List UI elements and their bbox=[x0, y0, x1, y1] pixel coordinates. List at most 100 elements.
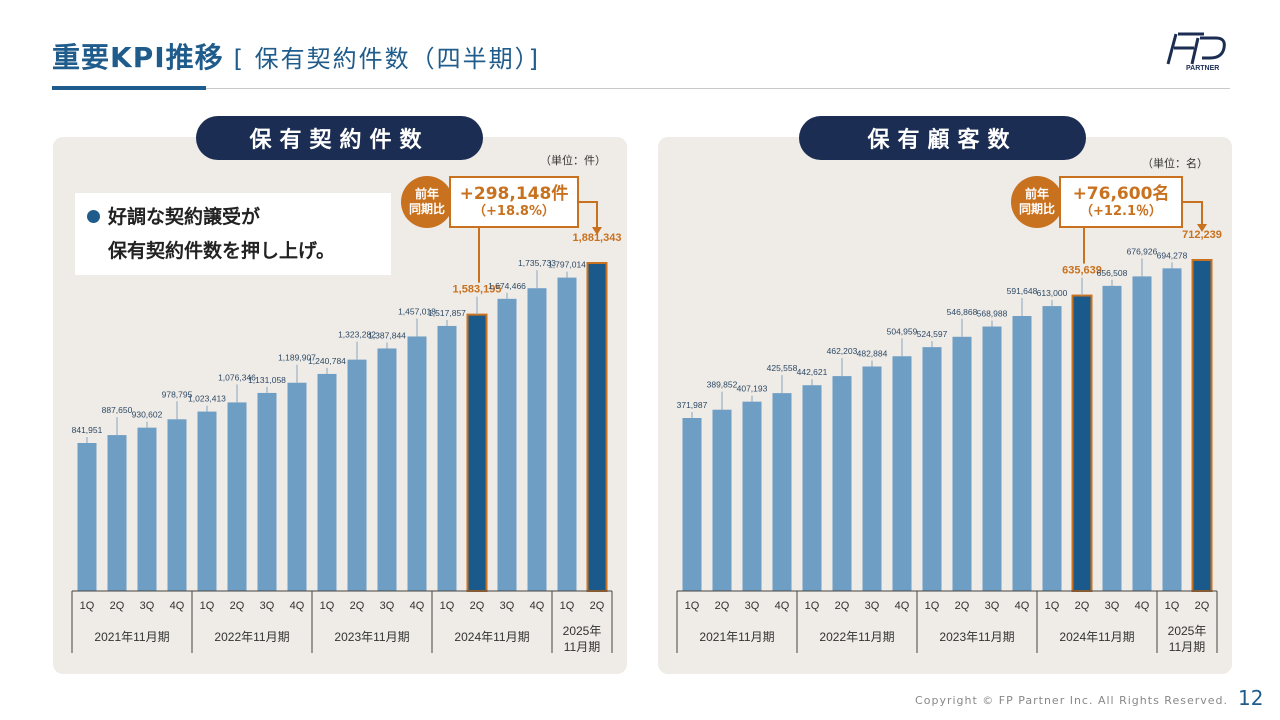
customers-panel-title: 保有顧客数 bbox=[799, 116, 1086, 160]
data-label: 1,517,857 bbox=[428, 308, 466, 318]
data-label: 694,278 bbox=[1157, 250, 1188, 260]
bar-3q-10 bbox=[982, 326, 1002, 591]
company-logo: PARTNER bbox=[1166, 32, 1226, 72]
bar-4q-15 bbox=[1132, 276, 1152, 591]
contracts-yoy-pct: （+18.8%） bbox=[473, 204, 555, 219]
category-label: 4Q bbox=[290, 600, 305, 612]
data-label: 1,735,733 bbox=[518, 258, 556, 268]
category-label: 3Q bbox=[985, 600, 1000, 612]
data-label: 1,583,195 bbox=[453, 284, 502, 296]
bar-1q-0 bbox=[682, 418, 702, 591]
bar-1q-4 bbox=[197, 411, 217, 591]
badge-label-2: 同期比 bbox=[408, 202, 445, 216]
category-label: 3Q bbox=[260, 600, 275, 612]
group-label: 11月期 bbox=[1169, 640, 1205, 654]
note-line-1: 好調な契約譲受が bbox=[108, 206, 261, 228]
category-label: 3Q bbox=[1105, 600, 1120, 612]
category-label: 1Q bbox=[805, 600, 820, 612]
group-label: 2025年 bbox=[563, 624, 602, 638]
category-label: 2Q bbox=[715, 600, 730, 612]
bar-3q-2 bbox=[742, 401, 762, 591]
bar-1q-8 bbox=[922, 347, 942, 591]
bar-2q-13 bbox=[1071, 294, 1093, 592]
data-label: 676,926 bbox=[1127, 246, 1158, 256]
customers-yoy-value: +76,600名 bbox=[1072, 184, 1170, 204]
category-label: 1Q bbox=[200, 600, 215, 612]
category-label: 2Q bbox=[590, 600, 605, 612]
category-label: 2Q bbox=[470, 600, 485, 612]
bar-2q-9 bbox=[952, 336, 972, 591]
bar-1q-12 bbox=[1042, 306, 1062, 591]
category-label: 2Q bbox=[835, 600, 850, 612]
data-label: 1,881,343 bbox=[573, 232, 622, 244]
category-label: 1Q bbox=[925, 600, 940, 612]
group-label: 11月期 bbox=[564, 640, 600, 654]
bar-2q-5 bbox=[227, 402, 247, 591]
contracts-yoy-value: +298,148件 bbox=[459, 184, 569, 204]
data-label: 568,988 bbox=[977, 309, 1008, 319]
group-label: 2025年 bbox=[1168, 624, 1207, 638]
data-label: 442,621 bbox=[797, 367, 828, 377]
category-label: 1Q bbox=[1165, 600, 1180, 612]
group-label: 2023年11月期 bbox=[334, 630, 409, 644]
category-label: 2Q bbox=[230, 600, 245, 612]
yoy-arrow-icon bbox=[1197, 224, 1207, 232]
copyright: Copyright © FP Partner Inc. All Rights R… bbox=[915, 694, 1228, 707]
category-label: 2Q bbox=[1075, 600, 1090, 612]
page-number: 12 bbox=[1238, 686, 1264, 710]
bar-2q-13 bbox=[466, 313, 488, 592]
bar-2q-17 bbox=[1191, 259, 1213, 592]
category-label: 1Q bbox=[685, 600, 700, 612]
data-label: 1,387,844 bbox=[368, 330, 406, 340]
bullet-dot-icon bbox=[87, 210, 100, 223]
group-label: 2021年11月期 bbox=[94, 630, 169, 644]
data-label: 1,457,018 bbox=[398, 306, 436, 316]
category-label: 1Q bbox=[1045, 600, 1060, 612]
group-label: 2024年11月期 bbox=[454, 630, 529, 644]
data-label: 1,023,413 bbox=[188, 394, 226, 404]
category-label: 4Q bbox=[1135, 600, 1150, 612]
customers-unit: （単位：名） bbox=[1142, 157, 1208, 170]
bar-3q-2 bbox=[137, 427, 157, 591]
contracts-yoy-badge: 前年 同期比 bbox=[401, 176, 453, 228]
data-label: 482,884 bbox=[857, 349, 888, 359]
category-label: 4Q bbox=[410, 600, 425, 612]
data-label: 504,959 bbox=[887, 326, 918, 336]
group-label: 2023年11月期 bbox=[939, 630, 1014, 644]
category-label: 4Q bbox=[530, 600, 545, 612]
category-label: 1Q bbox=[440, 600, 455, 612]
bar-4q-7 bbox=[287, 382, 307, 591]
category-label: 4Q bbox=[895, 600, 910, 612]
data-label: 887,650 bbox=[102, 405, 133, 415]
data-label: 425,558 bbox=[767, 363, 798, 373]
data-label: 462,203 bbox=[827, 346, 858, 356]
title-divider bbox=[52, 88, 1230, 89]
data-label: 1,189,907 bbox=[278, 353, 316, 363]
category-label: 3Q bbox=[380, 600, 395, 612]
contracts-yoy-box: +298,148件 （+18.8%） bbox=[449, 176, 579, 228]
bar-4q-7 bbox=[892, 356, 912, 591]
data-label: 371,987 bbox=[677, 400, 708, 410]
bar-4q-3 bbox=[772, 393, 792, 591]
data-label: 591,648 bbox=[1007, 286, 1038, 296]
category-label: 2Q bbox=[1195, 600, 1210, 612]
bar-4q-15 bbox=[527, 288, 547, 591]
data-label: 546,868 bbox=[947, 307, 978, 317]
data-label: 978,795 bbox=[162, 389, 193, 399]
data-label: 1,240,784 bbox=[308, 356, 346, 366]
data-label: 656,508 bbox=[1097, 268, 1128, 278]
data-label: 524,597 bbox=[917, 329, 948, 339]
group-label: 2022年11月期 bbox=[214, 630, 289, 644]
bar-4q-11 bbox=[407, 336, 427, 591]
page-title: 重要KPI推移 bbox=[52, 41, 224, 74]
data-label: 841,951 bbox=[72, 425, 103, 435]
data-label: 1,674,466 bbox=[488, 281, 526, 291]
category-label: 3Q bbox=[865, 600, 880, 612]
data-label: 1,076,346 bbox=[218, 372, 256, 382]
contracts-unit: （単位：件） bbox=[540, 154, 606, 167]
category-label: 2Q bbox=[110, 600, 125, 612]
customers-yoy-box: +76,600名 （+12.1％） bbox=[1059, 176, 1183, 228]
bar-3q-10 bbox=[377, 348, 397, 591]
logo-text: PARTNER bbox=[1186, 65, 1219, 72]
